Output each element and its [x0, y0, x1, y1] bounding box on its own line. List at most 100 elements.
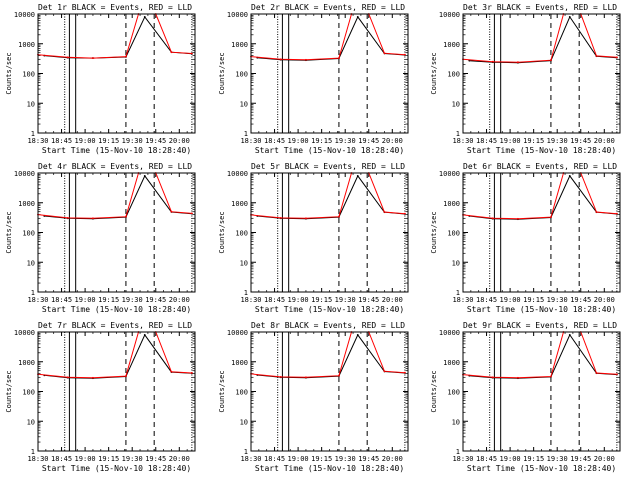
series-point-lld [491, 376, 494, 379]
y-tick-label: 10 [452, 259, 460, 267]
y-tick-label: 10 [452, 418, 460, 426]
x-axis-label: Start Time (15-Nov-10 18:28:40) [42, 305, 191, 314]
y-tick-label: 1 [31, 289, 35, 297]
series-point-events [568, 333, 571, 336]
series-point-lld [66, 56, 69, 59]
series-line-lld [462, 172, 617, 220]
series-line-lld [462, 331, 617, 379]
x-tick-label: 18:30 [452, 455, 473, 463]
y-tick-label: 1000 [443, 359, 460, 367]
series-line-lld [250, 172, 405, 219]
x-tick-label: 19:15 [311, 137, 332, 145]
y-tick-label: 1 [456, 130, 460, 138]
panel-det-4: Det 4r BLACK = Events, RED = LLD Counts/s… [5, 162, 196, 314]
x-tick-label: 19:45 [570, 137, 591, 145]
y-tick-label: 100 [447, 230, 460, 238]
x-tick-label: 19:45 [145, 296, 166, 304]
x-tick-label: 19:00 [75, 296, 96, 304]
y-tick-label: 100 [447, 389, 460, 397]
series-point-events [356, 174, 359, 177]
y-tick-label: 1 [31, 448, 35, 456]
x-tick-label: 19:15 [98, 455, 119, 463]
series-point-lld [403, 212, 406, 215]
series-point-lld [595, 372, 598, 374]
y-tick-label: 1000 [18, 200, 35, 208]
y-tick-label: 10 [27, 259, 35, 267]
x-tick-label: 18:45 [264, 296, 285, 304]
plot-frame [462, 331, 621, 452]
series-point-lld [170, 51, 173, 54]
series-line-events [469, 333, 617, 379]
panel-det-8: Det 8r BLACK = Events, RED = LLD Counts/s… [218, 321, 409, 473]
x-axis-label: Start Time (15-Nov-10 18:28:40) [467, 146, 616, 155]
x-tick-label: 18:45 [264, 455, 285, 463]
x-axis-label: Start Time (15-Nov-10 18:28:40) [467, 305, 616, 314]
series-line-events [257, 174, 405, 220]
series-point-events [143, 333, 146, 336]
x-axis-label: Start Time (15-Nov-10 18:28:40) [255, 146, 404, 155]
x-axis-label: Start Time (15-Nov-10 18:28:40) [467, 464, 616, 473]
series-point-lld [517, 376, 519, 379]
series-point-lld [338, 374, 340, 377]
plot-frame [250, 13, 409, 134]
series-point-lld [491, 60, 494, 63]
x-tick-label: 18:30 [240, 296, 261, 304]
x-tick-label: 19:00 [288, 137, 309, 145]
series-point-lld [595, 55, 598, 57]
x-tick-label: 18:30 [452, 137, 473, 145]
x-tick-label: 20:00 [169, 296, 190, 304]
panel-det-5: Det 5r BLACK = Events, RED = LLD Counts/s… [218, 162, 409, 314]
plot-frame [37, 331, 196, 452]
panel-title: Det 8r BLACK = Events, RED = LLD [251, 321, 405, 330]
series-line-events [44, 174, 192, 220]
x-tick-label: 19:45 [358, 137, 379, 145]
y-tick-label: 1000 [231, 200, 248, 208]
plot-frame [462, 13, 621, 134]
series-point-lld [383, 370, 386, 373]
y-tick-label: 100 [447, 71, 460, 79]
x-tick-label: 18:45 [476, 137, 497, 145]
y-axis-label: Counts/sec [430, 370, 438, 412]
y-axis-label: Counts/sec [5, 370, 13, 412]
series-line-lld [37, 172, 192, 219]
series-line-events [257, 333, 405, 379]
series-point-lld [615, 373, 618, 376]
x-tick-label: 19:00 [500, 296, 521, 304]
x-tick-label: 18:30 [240, 455, 261, 463]
y-tick-label: 1 [456, 289, 460, 297]
panel-det-2: Det 2r BLACK = Events, RED = LLD Counts/s… [218, 3, 409, 155]
y-axis-label: Counts/sec [218, 211, 226, 253]
x-tick-label: 19:30 [335, 137, 356, 145]
panel-title: Det 3r BLACK = Events, RED = LLD [463, 3, 617, 12]
x-tick-label: 18:45 [51, 137, 72, 145]
y-tick-label: 10 [240, 418, 248, 426]
x-tick-label: 18:30 [27, 137, 48, 145]
series-point-lld [550, 375, 552, 378]
y-tick-label: 10000 [439, 170, 460, 178]
y-tick-label: 100 [22, 230, 35, 238]
series-point-lld [92, 57, 94, 59]
y-tick-label: 100 [235, 230, 248, 238]
panel-title: Det 9r BLACK = Events, RED = LLD [463, 321, 617, 330]
x-axis-label: Start Time (15-Nov-10 18:28:40) [255, 305, 404, 314]
y-tick-label: 10000 [227, 11, 248, 19]
series-point-lld [125, 375, 127, 377]
x-tick-label: 19:30 [547, 296, 568, 304]
panel-det-7: Det 7r BLACK = Events, RED = LLD Counts/s… [5, 321, 196, 473]
series-point-lld [125, 215, 127, 218]
panel-title: Det 5r BLACK = Events, RED = LLD [251, 162, 405, 171]
series-point-lld [170, 210, 173, 213]
x-tick-label: 19:30 [122, 296, 143, 304]
x-tick-label: 19:45 [358, 455, 379, 463]
series-point-lld [595, 211, 598, 213]
plot-frame [250, 331, 409, 452]
y-tick-label: 100 [235, 71, 248, 79]
y-tick-label: 1 [244, 289, 248, 297]
x-tick-label: 20:00 [169, 137, 190, 145]
series-point-lld [615, 212, 618, 215]
x-tick-label: 19:00 [288, 296, 309, 304]
x-tick-label: 19:30 [335, 296, 356, 304]
x-tick-label: 19:45 [145, 455, 166, 463]
x-tick-label: 19:15 [311, 296, 332, 304]
y-tick-label: 10 [452, 100, 460, 108]
